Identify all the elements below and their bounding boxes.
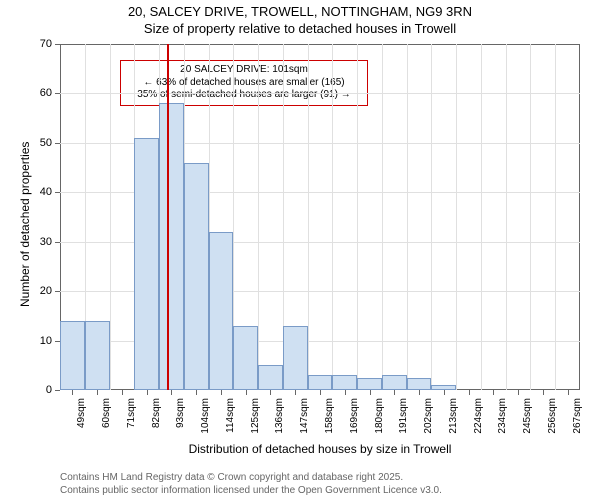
title-line-2: Size of property relative to detached ho… (0, 21, 600, 38)
x-tick-label: 93sqm (175, 398, 186, 428)
gridline-v (506, 44, 507, 390)
annotation-line-2: ← 63% of detached houses are smaller (16… (127, 77, 361, 90)
bar (184, 163, 209, 390)
bar (209, 232, 234, 390)
bar (308, 375, 333, 390)
bar (159, 103, 184, 390)
x-tick-label: 191sqm (398, 398, 409, 434)
bar (357, 378, 382, 390)
x-tick-mark (419, 390, 420, 395)
x-tick-mark (196, 390, 197, 395)
x-tick-label: 71sqm (126, 398, 137, 428)
x-tick-mark (246, 390, 247, 395)
footer: Contains HM Land Registry data © Crown c… (60, 471, 442, 497)
gridline-v (382, 44, 383, 390)
x-tick-label: 256sqm (547, 398, 558, 434)
bar (382, 375, 407, 390)
marker-line (167, 44, 169, 390)
x-axis-label: Distribution of detached houses by size … (60, 442, 580, 456)
y-tick-label: 20 (32, 285, 52, 297)
x-tick-label: 158sqm (324, 398, 335, 434)
x-tick-label: 234sqm (497, 398, 508, 434)
bar (233, 326, 258, 390)
x-tick-label: 267sqm (572, 398, 583, 434)
x-tick-mark (171, 390, 172, 395)
bar (332, 375, 357, 390)
y-tick-mark (55, 143, 60, 144)
gridline-v (530, 44, 531, 390)
y-tick-mark (55, 242, 60, 243)
x-tick-mark (270, 390, 271, 395)
footer-line-2: Contains public sector information licen… (60, 484, 442, 497)
x-tick-mark (370, 390, 371, 395)
x-tick-mark (394, 390, 395, 395)
gridline-v (332, 44, 333, 390)
y-tick-mark (55, 390, 60, 391)
x-tick-label: 82sqm (151, 398, 162, 428)
x-tick-label: 60sqm (101, 398, 112, 428)
y-tick-mark (55, 93, 60, 94)
bar (134, 138, 159, 390)
gridline-v (308, 44, 309, 390)
chart-container: 20, SALCEY DRIVE, TROWELL, NOTTINGHAM, N… (0, 0, 600, 500)
bar (283, 326, 308, 390)
gridline-v (481, 44, 482, 390)
y-tick-mark (55, 44, 60, 45)
x-tick-mark (221, 390, 222, 395)
x-tick-label: 224sqm (473, 398, 484, 434)
x-tick-label: 213sqm (448, 398, 459, 434)
x-tick-mark (295, 390, 296, 395)
x-tick-mark (345, 390, 346, 395)
x-tick-mark (444, 390, 445, 395)
x-tick-label: 147sqm (299, 398, 310, 434)
bar (60, 321, 85, 390)
x-tick-mark (469, 390, 470, 395)
x-tick-mark (320, 390, 321, 395)
footer-line-1: Contains HM Land Registry data © Crown c… (60, 471, 442, 484)
gridline-v (357, 44, 358, 390)
annotation-line-3: 35% of semi-detached houses are larger (… (127, 89, 361, 102)
gridline-v (555, 44, 556, 390)
y-axis-label: Number of detached properties (18, 142, 32, 307)
annotation-line-1: 20 SALCEY DRIVE: 101sqm (127, 64, 361, 77)
x-tick-label: 125sqm (250, 398, 261, 434)
y-tick-mark (55, 192, 60, 193)
x-tick-label: 180sqm (374, 398, 385, 434)
y-tick-label: 0 (32, 384, 52, 396)
x-tick-label: 136sqm (274, 398, 285, 434)
y-tick-label: 10 (32, 335, 52, 347)
x-tick-mark (147, 390, 148, 395)
y-tick-label: 30 (32, 236, 52, 248)
x-tick-mark (568, 390, 569, 395)
x-tick-mark (122, 390, 123, 395)
x-tick-label: 202sqm (423, 398, 434, 434)
bar (407, 378, 432, 390)
bar (258, 365, 283, 390)
chart-title: 20, SALCEY DRIVE, TROWELL, NOTTINGHAM, N… (0, 4, 600, 38)
y-tick-label: 40 (32, 186, 52, 198)
x-tick-label: 49sqm (76, 398, 87, 428)
x-tick-mark (72, 390, 73, 395)
title-line-1: 20, SALCEY DRIVE, TROWELL, NOTTINGHAM, N… (0, 4, 600, 21)
x-tick-label: 169sqm (349, 398, 360, 434)
gridline-h (60, 93, 580, 94)
gridline-v (431, 44, 432, 390)
x-tick-mark (518, 390, 519, 395)
x-tick-label: 114sqm (225, 398, 236, 433)
gridline-v (456, 44, 457, 390)
y-tick-mark (55, 291, 60, 292)
x-tick-mark (97, 390, 98, 395)
gridline-v (258, 44, 259, 390)
x-tick-label: 104sqm (200, 398, 211, 434)
y-tick-label: 50 (32, 137, 52, 149)
x-tick-label: 245sqm (522, 398, 533, 434)
gridline-v (110, 44, 111, 390)
x-tick-mark (543, 390, 544, 395)
gridline-v (407, 44, 408, 390)
annotation-box: 20 SALCEY DRIVE: 101sqm ← 63% of detache… (120, 60, 368, 106)
bar (85, 321, 110, 390)
y-tick-label: 60 (32, 87, 52, 99)
y-tick-label: 70 (32, 38, 52, 50)
x-tick-mark (493, 390, 494, 395)
